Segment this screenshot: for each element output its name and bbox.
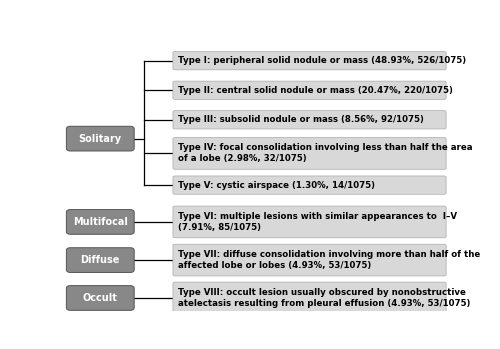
- Text: Type II: central solid nodule or mass (20.47%, 220/1075): Type II: central solid nodule or mass (2…: [178, 86, 453, 95]
- Text: Type IV: focal consolidation involving less than half the area
of a lobe (2.98%,: Type IV: focal consolidation involving l…: [178, 143, 472, 163]
- Text: Occult: Occult: [83, 293, 117, 303]
- FancyBboxPatch shape: [173, 176, 446, 194]
- FancyBboxPatch shape: [173, 81, 446, 99]
- FancyBboxPatch shape: [66, 248, 134, 273]
- Text: Solitary: Solitary: [78, 134, 122, 144]
- Text: Multifocal: Multifocal: [73, 217, 128, 227]
- FancyBboxPatch shape: [66, 126, 134, 151]
- FancyBboxPatch shape: [66, 209, 134, 234]
- Text: Type VIII: occult lesion usually obscured by nonobstructive
atelectasis resultin: Type VIII: occult lesion usually obscure…: [178, 288, 470, 308]
- Text: Type VI: multiple lesions with similar appearances to  I–V
(7.91%, 85/1075): Type VI: multiple lesions with similar a…: [178, 212, 457, 232]
- FancyBboxPatch shape: [173, 52, 446, 70]
- Text: Type V: cystic airspace (1.30%, 14/1075): Type V: cystic airspace (1.30%, 14/1075): [178, 181, 375, 190]
- FancyBboxPatch shape: [173, 206, 446, 238]
- FancyBboxPatch shape: [173, 138, 446, 169]
- Text: Type VII: diffuse consolidation involving more than half of the
affected lobe or: Type VII: diffuse consolidation involvin…: [178, 250, 480, 270]
- Text: Diffuse: Diffuse: [80, 255, 120, 265]
- FancyBboxPatch shape: [173, 282, 446, 314]
- FancyBboxPatch shape: [173, 244, 446, 276]
- FancyBboxPatch shape: [173, 111, 446, 129]
- Text: Type III: subsolid nodule or mass (8.56%, 92/1075): Type III: subsolid nodule or mass (8.56%…: [178, 115, 424, 124]
- FancyBboxPatch shape: [66, 285, 134, 310]
- Text: Type I: peripheral solid nodule or mass (48.93%, 526/1075): Type I: peripheral solid nodule or mass …: [178, 56, 466, 65]
